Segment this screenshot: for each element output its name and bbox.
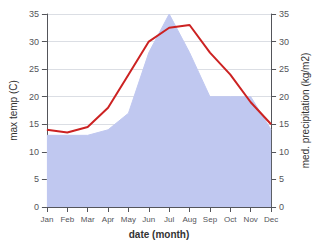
svg-text:date (month): date (month) [129,229,190,240]
svg-text:25: 25 [279,64,289,74]
svg-text:35: 35 [279,9,289,19]
svg-text:Jan: Jan [40,215,53,224]
svg-text:May: May [121,215,136,224]
svg-text:Apr: Apr [102,215,115,224]
svg-text:Jun: Jun [142,215,155,224]
svg-text:Aug: Aug [182,215,196,224]
svg-text:15: 15 [279,119,289,129]
svg-text:10: 10 [279,147,289,157]
svg-text:Feb: Feb [60,215,74,224]
svg-text:med. precipitation (kg/m2): med. precipitation (kg/m2) [300,53,311,169]
svg-text:Oct: Oct [224,215,237,224]
svg-text:30: 30 [29,37,39,47]
svg-text:0: 0 [279,202,284,212]
svg-text:0: 0 [34,202,39,212]
svg-text:35: 35 [29,9,39,19]
svg-text:20: 20 [29,92,39,102]
svg-text:20: 20 [279,92,289,102]
svg-text:5: 5 [34,174,39,184]
svg-text:Sep: Sep [203,215,218,224]
svg-text:10: 10 [29,147,39,157]
svg-text:Mar: Mar [81,215,95,224]
svg-text:Dec: Dec [264,215,278,224]
svg-text:15: 15 [29,119,39,129]
svg-text:25: 25 [29,64,39,74]
svg-text:Nov: Nov [244,215,258,224]
svg-text:5: 5 [279,174,284,184]
svg-text:Jul: Jul [164,215,174,224]
svg-text:30: 30 [279,37,289,47]
svg-text:max temp (C): max temp (C) [8,80,19,141]
